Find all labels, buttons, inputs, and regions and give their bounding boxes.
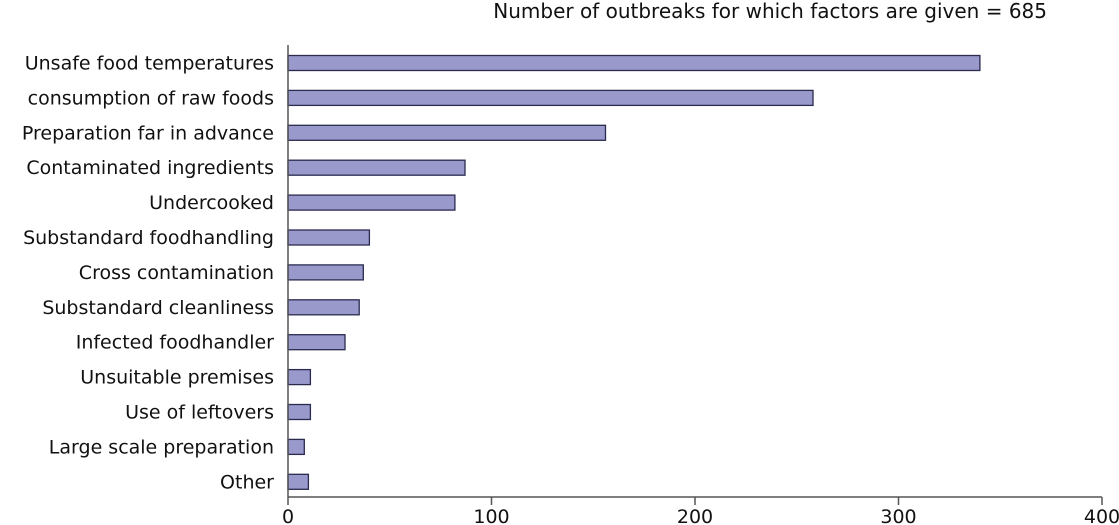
bar-consumption-of-raw-foods: [287, 89, 814, 107]
chart-title: Number of outbreaks for which factors ar…: [493, 0, 1047, 23]
category-label: Infected foodhandler: [76, 332, 274, 354]
category-label: consumption of raw foods: [28, 87, 274, 109]
x-tick-label: 300: [880, 506, 916, 525]
bar-preparation-far-in-advance: [287, 124, 607, 141]
x-tick-label: 400: [1084, 506, 1119, 525]
bar-large-scale-preparation: [287, 438, 305, 456]
bar-cross-contamination: [287, 264, 364, 281]
bar-infected-foodhandler: [287, 334, 346, 351]
category-label: Other: [220, 471, 274, 493]
category-label: Unsafe food temperatures: [25, 53, 274, 75]
category-label: Unsuitable premises: [80, 367, 274, 389]
bar-substandard-foodhandling: [287, 229, 371, 246]
bar-use-of-leftovers: [287, 403, 312, 421]
axes: 0 100 200 300 400: [282, 45, 1119, 525]
bar-contaminated-ingredients: [287, 159, 466, 176]
x-tick-label: 100: [473, 506, 509, 525]
category-label: Large scale preparation: [49, 436, 274, 458]
bar-unsuitable-premises: [287, 368, 312, 386]
category-label: Substandard foodhandling: [23, 227, 274, 249]
category-label: Contaminated ingredients: [26, 157, 274, 179]
bar-substandard-cleanliness: [287, 299, 360, 316]
bar-unsafe-food-temperatures: [287, 54, 981, 72]
x-tick-label: 0: [282, 506, 294, 525]
category-label: Undercooked: [149, 192, 274, 214]
bar-other: [287, 473, 310, 490]
category-label: Substandard cleanliness: [42, 297, 274, 319]
category-labels: Unsafe food temperatures consumption of r…: [22, 53, 274, 494]
category-label: Use of leftovers: [125, 402, 274, 424]
x-tick-label: 200: [677, 506, 713, 525]
category-label: Cross contamination: [79, 262, 274, 284]
bars-group: [287, 54, 981, 490]
category-label: Preparation far in advance: [22, 122, 274, 144]
bar-undercooked: [287, 194, 456, 211]
